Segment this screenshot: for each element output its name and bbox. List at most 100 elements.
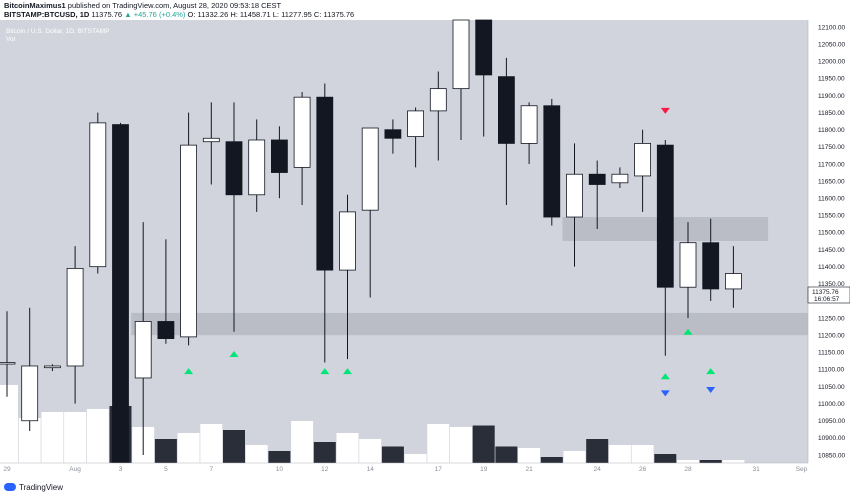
volume-bar [654,454,677,463]
price-axis[interactable]: 12100.00 12050.00 12000.00 11950.00 11900.00… [807,20,850,463]
blue-arrow-down-icon [660,390,670,397]
candle-body [543,105,561,218]
candle [202,102,220,185]
legend-volume: Vol [6,36,16,43]
time-tick-label: 19 [480,466,488,473]
volume-bar [677,460,699,463]
time-tick-label: 21 [525,466,533,473]
volume-bar [86,409,109,463]
price-tick-label: 11500.00 [818,230,845,237]
blue-arrow-down-icon [706,386,716,393]
volume-bar [291,421,314,463]
volume-bar [154,439,177,463]
candle [611,167,629,188]
volume-bar [699,460,722,463]
candle-body [316,96,334,271]
price-tick-label: 10900.00 [818,435,845,442]
candle-body [293,96,311,168]
signal-markers [184,107,716,397]
volume-bar [0,385,18,463]
time-tick-label: 24 [594,466,602,473]
time-tick-label: 31 [752,466,760,473]
volume-bar [540,457,563,463]
candle [656,139,674,356]
candle [452,19,470,140]
tradingview-logo[interactable]: TradingView [4,481,63,493]
candle [89,112,107,274]
candle-body [588,173,606,185]
candle-body [248,139,266,196]
price-tick-label: 11250.00 [818,315,845,322]
time-tick-label: 7 [209,466,213,473]
candle [588,160,606,230]
price-tick-label: 11100.00 [818,367,845,374]
volume-bar [563,451,586,463]
volume-bar [359,439,382,463]
price-tag-countdown: 16:06:57 [814,296,840,303]
tradingview-cloud-icon [4,483,16,491]
price-tick-label: 11200.00 [818,332,845,339]
green-arrow-up-icon [706,368,716,375]
candle [44,364,61,372]
time-tick-label: 28 [684,466,692,473]
candle-body [134,321,152,379]
volume-bar [450,427,472,463]
candle [679,222,697,319]
candle-body [0,362,16,365]
candle-body [66,267,84,367]
time-tick-label: 12 [321,466,329,473]
candle [134,222,152,455]
volume-bar [223,430,245,463]
time-tick-label: Aug [69,466,81,473]
ohlc-line: BITSTAMP:BTCUSD, 1D 11375.76 ▲ +45.76 (+… [4,10,354,20]
time-axis[interactable]: 29 Aug 3 5 7 10 12 14 17 19 21 24 26 28 31 Sep [0,462,808,475]
candle [384,119,402,154]
volume-bar [268,451,291,463]
candle-body [679,242,697,288]
candle-body [497,76,515,144]
time-tick-label: 5 [164,466,168,473]
candle-body [112,124,129,464]
candle-body [407,110,425,137]
volume-bar [586,439,609,463]
green-arrow-up-icon [229,350,239,357]
volume-bars [0,385,745,463]
candle-body [475,19,493,76]
candle [634,129,651,212]
symbol-label[interactable]: BITSTAMP:BTCUSD, 1D [4,10,90,19]
candle [270,126,288,199]
price-tick-label: 11400.00 [818,264,845,271]
green-arrow-up-icon [343,368,352,375]
price-tick-label: 11350.00 [818,281,845,288]
candle-body [361,127,379,211]
price-tick-label: 11900.00 [818,93,845,100]
author-name[interactable]: BitcoinMaximus1 [4,1,66,10]
candle-body [21,365,39,422]
candle-body [611,173,629,184]
volume-bar [64,412,87,463]
time-tick-label: 14 [367,466,375,473]
candle-body [702,242,720,290]
support-zone [131,312,808,336]
price-tick-label: 11550.00 [818,213,845,220]
price-tick-label: 11700.00 [818,161,845,168]
time-tick-label: 10 [276,466,284,473]
candle-body [520,105,538,144]
candle [157,239,175,344]
legend-title: Bitcoin / U.S. Dollar, 1D, BITSTAMP [6,28,110,35]
candle-body [339,211,356,271]
candles [0,19,742,464]
candle-body [157,321,175,339]
price-tag: 11375.76 16:06:57 [807,286,850,304]
candle [180,112,198,346]
high-value: H: 11458.71 [230,10,271,19]
volume-bar [200,424,223,463]
price-tick-label: 11000.00 [818,401,845,408]
candle-body [44,365,61,369]
candle [339,194,356,360]
price-axis-background [808,20,850,463]
price-tick-label: 11050.00 [818,384,845,391]
low-value: L: 11277.95 [272,10,312,19]
time-axis-background [0,463,808,475]
